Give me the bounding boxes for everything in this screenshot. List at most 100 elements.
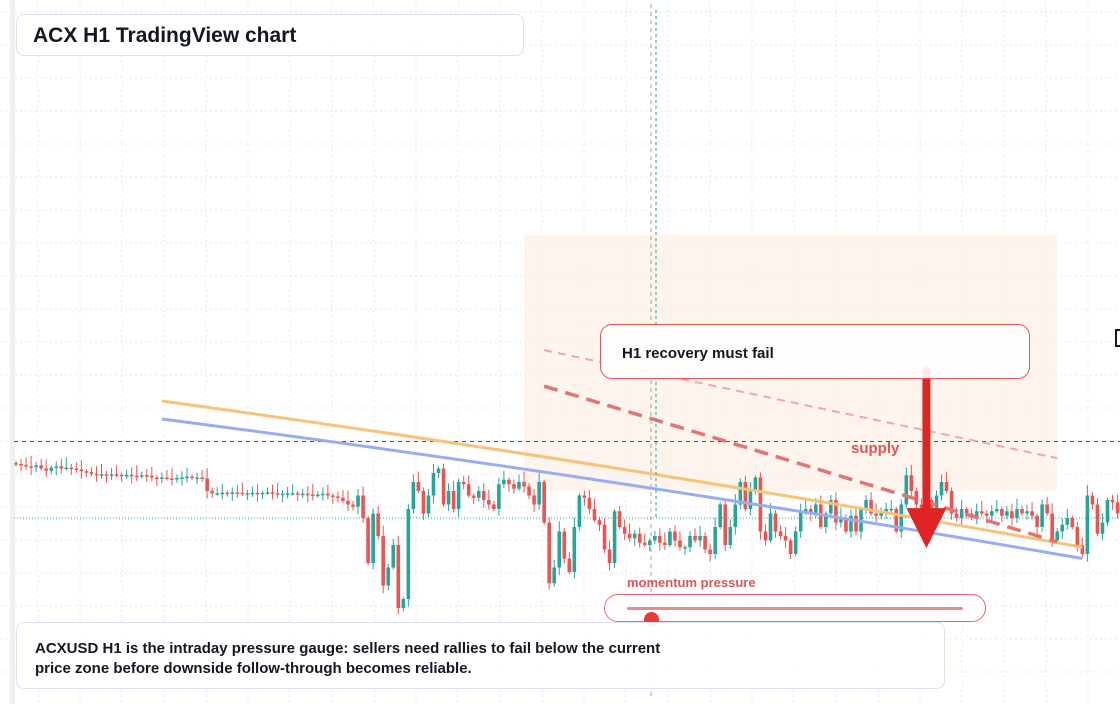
candle-body — [401, 599, 406, 608]
candle-body — [285, 493, 290, 495]
candle-body — [1075, 527, 1080, 545]
candle-body — [461, 482, 466, 485]
candle-body — [869, 500, 873, 514]
candle-body — [562, 531, 567, 559]
orange-moving-average — [161, 399, 1083, 549]
candle-body — [150, 475, 154, 478]
candle-body — [14, 463, 18, 465]
candle-body — [1070, 518, 1075, 527]
candle-body — [1050, 513, 1054, 541]
candle-body — [582, 495, 587, 498]
candle-body — [109, 474, 114, 476]
candle-body — [114, 474, 119, 476]
candle-body — [240, 492, 245, 495]
candle-body — [104, 474, 109, 476]
candle-body — [1110, 500, 1115, 503]
candle-body — [748, 491, 753, 509]
candle-body — [979, 511, 984, 514]
candle-body — [411, 482, 416, 509]
candle-body — [255, 492, 260, 495]
chart-title-text: ACX H1 TradingView chart — [33, 24, 297, 47]
candle-body — [310, 494, 315, 497]
candle-body — [683, 547, 687, 549]
candle-body — [366, 518, 370, 563]
candle-body — [290, 493, 295, 495]
candle-body — [391, 545, 396, 568]
candle-body — [1045, 504, 1049, 514]
candle-body — [990, 511, 994, 516]
candle-body — [54, 466, 59, 468]
candle-body — [577, 495, 582, 527]
candle-body — [959, 509, 964, 518]
candle-body — [527, 486, 531, 496]
candle-body — [356, 495, 360, 507]
candle-body — [346, 500, 350, 505]
candle-body — [708, 549, 712, 554]
candle-body — [270, 492, 275, 494]
arrow-head — [906, 508, 947, 549]
candle-body — [798, 511, 803, 532]
candle-body — [647, 540, 652, 545]
candle-body — [617, 511, 622, 527]
candle-body — [778, 531, 783, 536]
candle-body — [612, 511, 617, 563]
callout-box: H1 recovery must fail — [600, 324, 1030, 379]
blue-moving-average — [161, 417, 1083, 560]
candle-body — [1085, 495, 1090, 554]
candle-body — [904, 475, 909, 505]
candle-body — [185, 476, 189, 479]
candle-body — [94, 473, 99, 476]
candle-body — [884, 509, 888, 512]
price-scale-handle[interactable] — [1115, 329, 1120, 347]
candle-body — [783, 536, 788, 541]
candle-body — [160, 477, 164, 479]
candle-body — [1000, 509, 1004, 516]
candle-body — [517, 482, 521, 489]
candle-body — [974, 511, 979, 518]
downside-arrow-icon — [906, 366, 947, 549]
candle-body — [949, 491, 954, 514]
candle-body — [481, 491, 486, 500]
candle-body — [220, 492, 225, 495]
candle-body — [376, 513, 380, 536]
candle-body — [793, 531, 798, 554]
candle-body — [300, 493, 305, 496]
candle-body — [773, 513, 778, 532]
candle-body — [1080, 545, 1085, 554]
candle-body — [678, 540, 682, 548]
candle-body — [451, 491, 456, 509]
candle-body — [834, 500, 838, 523]
candle-body — [441, 468, 446, 505]
candle-body — [336, 496, 340, 498]
chart-title: ACX H1 TradingView chart — [16, 14, 524, 56]
candle-body — [426, 495, 431, 514]
candle-body — [808, 509, 813, 514]
candle-body — [44, 468, 48, 471]
candle-body — [235, 492, 240, 494]
candle-body — [34, 465, 38, 468]
candle-body — [139, 475, 144, 477]
candle-body — [592, 509, 597, 521]
candle-body — [341, 497, 345, 501]
candle-body — [964, 509, 969, 514]
candle-body — [743, 482, 748, 509]
candle-body — [602, 524, 607, 550]
callout-text: H1 recovery must fail — [622, 345, 774, 362]
candle-body — [703, 536, 707, 550]
candle-body — [456, 482, 461, 509]
candle-body — [1025, 511, 1029, 514]
candle-body — [768, 513, 773, 541]
candle-body — [1095, 504, 1100, 534]
candle-body — [487, 500, 491, 505]
candle-body — [763, 531, 768, 541]
candle-body — [1055, 531, 1060, 541]
candle-body — [396, 545, 401, 608]
candle-body — [195, 477, 199, 479]
candle-body — [914, 491, 919, 505]
candle-body — [230, 492, 235, 494]
channel-lower-dashed-line — [543, 384, 1058, 544]
candle-body — [1015, 509, 1019, 518]
candle-body — [522, 482, 526, 487]
candle-body — [265, 492, 270, 494]
momentum-pressure-gauge[interactable] — [604, 594, 986, 627]
